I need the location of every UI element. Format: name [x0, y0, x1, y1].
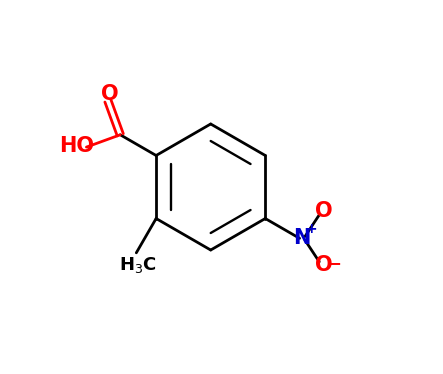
- Text: O: O: [101, 85, 119, 104]
- Text: N: N: [293, 228, 310, 248]
- Text: HO: HO: [59, 137, 94, 156]
- Text: H$_3$C: H$_3$C: [119, 255, 157, 275]
- Text: +: +: [306, 222, 317, 236]
- Text: O: O: [315, 255, 332, 275]
- Text: O: O: [315, 201, 332, 221]
- Text: −: −: [327, 254, 341, 272]
